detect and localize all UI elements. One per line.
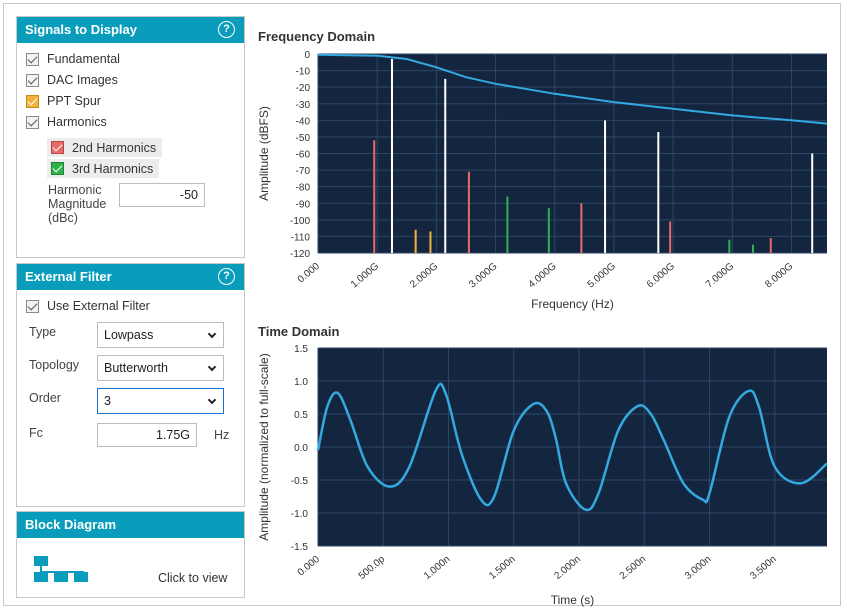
chevron-down-icon	[207, 395, 217, 405]
checkbox-label: 2nd Harmonics	[72, 140, 157, 155]
signals-panel-title: Signals to Display	[25, 22, 137, 37]
fundamental-checkbox[interactable]: Fundamental	[26, 50, 120, 68]
use-external-filter-checkbox[interactable]: Use External Filter	[26, 297, 150, 315]
x-tick-label: 5.000G	[586, 261, 618, 291]
type-select[interactable]: Lowpass	[97, 322, 224, 348]
x-tick-label: 500.0p	[357, 554, 388, 582]
x-tick-label: 6.000G	[645, 261, 677, 291]
topology-select-value: Butterworth	[104, 361, 168, 375]
checkbox-label: Harmonics	[47, 115, 107, 129]
y-tick-label: -40	[296, 116, 311, 127]
ppt-spur-checkbox[interactable]: PPT Spur	[26, 92, 101, 110]
type-label: Type	[29, 325, 57, 339]
2nd-harmonics-checkbox[interactable]: 2nd Harmonics	[47, 138, 163, 157]
filter-response-line	[317, 53, 828, 125]
checkbox-box[interactable]	[26, 299, 39, 313]
checkbox-label: PPT Spur	[47, 94, 101, 108]
y-tick-label: -110	[291, 232, 311, 243]
y-tick-label: 0.5	[294, 410, 308, 421]
y-axis-label: Amplitude (normalized to full-scale)	[257, 353, 271, 540]
x-tick-label: 3.000G	[467, 261, 499, 291]
x-tick-label: 8.000G	[763, 261, 795, 291]
y-tick-label: -0.5	[291, 476, 309, 487]
fc-label: Fc	[29, 426, 43, 440]
checkbox-label: DAC Images	[47, 73, 118, 87]
harmonics-checkbox[interactable]: Harmonics	[26, 113, 107, 131]
y-tick-label: -120	[290, 249, 310, 260]
external-filter-panel: External Filter ? Use External Filter Ty…	[16, 263, 245, 507]
help-icon[interactable]: ?	[218, 268, 235, 285]
y-axis-label: Amplitude (dBFS)	[257, 106, 271, 201]
order-select[interactable]: 3	[97, 388, 224, 414]
checkbox-box[interactable]	[26, 52, 39, 66]
block-panel-title: Block Diagram	[25, 517, 117, 532]
x-tick-label: 0.000	[296, 554, 323, 579]
y-tick-label: -90	[296, 199, 311, 210]
y-tick-label: 1.0	[294, 377, 308, 388]
fc-unit: Hz	[214, 428, 230, 442]
waveform-line	[316, 382, 828, 512]
y-tick-label: -50	[296, 133, 311, 144]
x-tick-label: 1.500n	[487, 554, 518, 582]
x-tick-label: 1.000G	[349, 261, 381, 291]
x-tick-label: 3.500n	[748, 554, 779, 582]
block-panel-header: Block Diagram	[17, 512, 244, 538]
chevron-down-icon	[207, 329, 217, 339]
y-tick-label: -60	[296, 150, 311, 161]
filter-panel-title: External Filter	[25, 269, 112, 284]
block-diagram-icon[interactable]	[34, 556, 90, 582]
topology-label: Topology	[29, 358, 80, 372]
y-tick-label: -1.5	[291, 542, 309, 553]
y-tick-label: -80	[296, 183, 311, 194]
y-tick-label: -10	[296, 67, 311, 78]
checkbox-label: Use External Filter	[47, 299, 150, 313]
chevron-down-icon	[207, 362, 217, 372]
y-tick-label: 1.5	[294, 344, 308, 355]
y-tick-label: 0.0	[294, 443, 308, 454]
x-axis-label: Time (s)	[551, 593, 595, 607]
click-to-view-link[interactable]: Click to view	[158, 571, 228, 585]
y-tick-label: -70	[296, 166, 311, 177]
y-tick-label: -100	[290, 216, 310, 227]
x-tick-label: 0.000	[296, 261, 323, 286]
y-tick-label: -30	[296, 100, 311, 111]
help-icon[interactable]: ?	[218, 21, 235, 38]
x-tick-label: 2.000n	[552, 554, 583, 582]
signals-panel-header: Signals to Display ?	[17, 17, 244, 43]
x-tick-label: 2.000G	[408, 261, 440, 291]
y-tick-label: -20	[296, 83, 311, 94]
checkbox-label: 3rd Harmonics	[72, 161, 154, 176]
type-select-value: Lowpass	[104, 328, 154, 342]
harmonic-magnitude-label: Harmonic Magnitude (dBc)	[48, 183, 107, 225]
freq-chart-title: Frequency Domain	[258, 29, 376, 44]
topology-select[interactable]: Butterworth	[97, 355, 224, 381]
checkbox-box[interactable]	[51, 141, 64, 154]
y-tick-label: 0	[304, 50, 310, 61]
checkbox-box[interactable]	[26, 73, 39, 87]
x-axis-label: Frequency (Hz)	[531, 297, 614, 311]
x-tick-label: 1.000n	[422, 554, 453, 582]
x-tick-label: 2.500n	[618, 554, 649, 582]
y-tick-label: -1.0	[291, 509, 309, 520]
x-tick-label: 3.000n	[683, 554, 714, 582]
checkbox-label: Fundamental	[47, 52, 120, 66]
fc-input[interactable]: 1.75G	[97, 423, 197, 447]
block-diagram-panel: Block Diagram Click to view	[16, 511, 245, 598]
time-chart-title: Time Domain	[258, 324, 340, 339]
time-domain-chart: 1.5 1.0 0.5 0.0 -0.5 -1.0 -1.50.000 500.0p 1.000…	[257, 344, 828, 607]
filter-panel-header: External Filter ?	[17, 264, 244, 290]
harmonic-magnitude-input[interactable]: -50	[119, 183, 205, 207]
order-label: Order	[29, 391, 61, 405]
checkbox-box[interactable]	[26, 94, 39, 108]
frequency-domain-chart: 0 -10 -20 -30 -40 -50 -60 -70 -80 -90 -100 -110 -120…	[257, 50, 828, 311]
checkbox-box[interactable]	[26, 115, 39, 129]
x-tick-label: 4.000G	[526, 261, 558, 291]
dac-images-checkbox[interactable]: DAC Images	[26, 71, 118, 89]
order-select-value: 3	[104, 394, 111, 408]
checkbox-box[interactable]	[51, 162, 64, 175]
x-tick-label: 7.000G	[704, 261, 736, 291]
signals-panel: Signals to Display ? Fundamental DAC Ima…	[16, 16, 245, 258]
3rd-harmonics-checkbox[interactable]: 3rd Harmonics	[47, 159, 160, 178]
window-frame	[3, 3, 841, 606]
